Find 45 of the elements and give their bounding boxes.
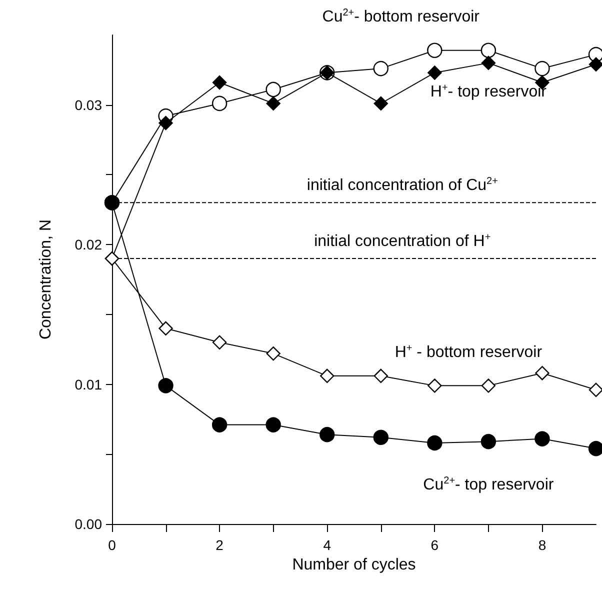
y-tick-label: 0.02 — [74, 236, 102, 253]
point — [266, 346, 280, 361]
x-tick-label: 4 — [323, 537, 332, 553]
series-label: H+- top reservoir — [430, 82, 548, 101]
point — [534, 431, 550, 446]
point — [212, 417, 228, 432]
point — [480, 434, 496, 450]
point — [158, 321, 173, 336]
point — [534, 60, 550, 76]
point — [158, 378, 174, 394]
point — [212, 335, 227, 350]
point — [266, 82, 281, 98]
ref-line-label: initial concentration of H+ — [314, 232, 491, 250]
point — [427, 42, 442, 58]
point — [481, 56, 496, 70]
point — [373, 430, 388, 445]
point — [588, 440, 602, 456]
point — [480, 42, 496, 58]
point — [588, 57, 602, 72]
point — [481, 378, 496, 393]
point — [588, 382, 602, 397]
point — [374, 96, 388, 111]
point — [212, 96, 228, 112]
point — [374, 368, 388, 384]
x-axis-title: Number of cycles — [292, 556, 416, 574]
point — [212, 75, 227, 90]
point — [427, 435, 442, 451]
x-tick-label: 6 — [430, 537, 439, 553]
point — [535, 366, 550, 380]
point — [373, 60, 388, 76]
point — [320, 426, 335, 442]
y-tick-label: 0.03 — [74, 96, 102, 113]
point — [320, 368, 334, 384]
x-tick-label: 0 — [108, 537, 116, 553]
x-tick-label: 8 — [538, 537, 546, 553]
point — [428, 66, 442, 80]
x-tick-label: 2 — [216, 537, 224, 553]
point — [266, 417, 281, 432]
point — [266, 96, 280, 111]
y-axis-title: Concentration, N — [38, 219, 54, 340]
y-tick-label: 0.01 — [74, 376, 102, 392]
point — [158, 116, 173, 130]
y-tick-label: 0.00 — [74, 516, 102, 532]
series-label: H+ - bottom reservoir — [394, 343, 543, 362]
point — [428, 378, 442, 393]
